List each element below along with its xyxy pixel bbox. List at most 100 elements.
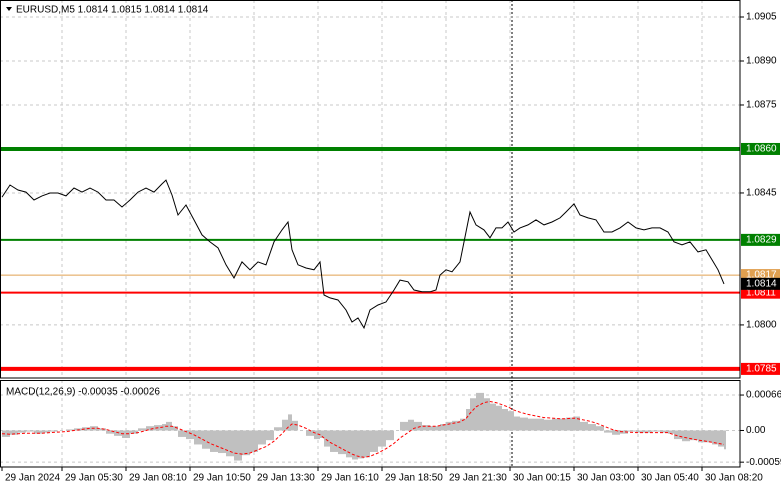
x-tick-label: 30 Jan 03:00 — [577, 473, 635, 484]
histogram-bar — [490, 403, 496, 431]
histogram-bar — [560, 418, 566, 431]
histogram-bar — [712, 430, 718, 445]
x-tick-label: 30 Jan 08:20 — [705, 473, 763, 484]
histogram-bar — [698, 430, 706, 443]
histogram-bar — [98, 428, 106, 431]
histogram-bar — [234, 430, 242, 461]
level-label-bg — [741, 362, 780, 375]
histogram-bar — [528, 418, 536, 431]
histogram-bar — [178, 430, 186, 437]
y-tick-label: 1.0875 — [746, 100, 777, 111]
histogram-bar — [484, 398, 490, 431]
histogram-bar — [324, 430, 330, 447]
x-tick-label: 30 Jan 00:15 — [513, 473, 571, 484]
x-tick-label: 30 Jan 05:40 — [641, 473, 699, 484]
y-tick-label: 0.00 — [746, 425, 766, 436]
panel-frame — [0, 380, 741, 468]
histogram-bar — [628, 430, 636, 432]
histogram-bar — [218, 430, 226, 454]
histogram-bar — [668, 430, 674, 434]
y-tick-label: 1.0905 — [746, 12, 777, 23]
histogram-bar — [162, 424, 166, 431]
histogram-bar — [186, 430, 194, 440]
x-tick-label: 29 Jan 16:10 — [321, 473, 379, 484]
histogram-bar — [496, 405, 502, 431]
histogram-bar — [172, 426, 178, 431]
histogram-bar — [34, 430, 42, 434]
histogram-bar — [242, 430, 250, 456]
histogram-bar — [604, 430, 612, 433]
level-label-bg — [741, 233, 780, 246]
histogram-bar — [430, 426, 436, 431]
histogram-bar — [652, 430, 660, 432]
x-tick-label: 29 Jan 10:50 — [193, 473, 251, 484]
histogram-bar — [288, 414, 292, 431]
histogram-bar — [266, 430, 274, 441]
histogram-bar — [130, 430, 138, 434]
histogram-bar — [724, 430, 726, 450]
histogram-bar — [250, 430, 258, 452]
histogram-bar — [508, 411, 514, 431]
histogram-bar — [66, 429, 74, 431]
histogram-bar — [210, 430, 218, 452]
level-label-bg — [741, 142, 780, 155]
histogram-bar — [42, 430, 50, 433]
histogram-bar — [292, 420, 298, 431]
level-label: 1.0829 — [746, 235, 777, 246]
histogram-bar — [436, 426, 440, 431]
histogram-bar — [566, 417, 574, 431]
level-label: 1.0817 — [746, 270, 777, 281]
histogram-bar — [612, 430, 620, 435]
histogram-bar — [660, 430, 668, 433]
histogram-bar — [690, 430, 698, 441]
histogram-bar — [502, 409, 508, 431]
histogram-bar — [636, 430, 644, 433]
level-label: 1.0860 — [746, 144, 777, 155]
level-label: 1.0785 — [746, 364, 777, 375]
signal-line — [1, 400, 725, 458]
histogram-bar — [202, 430, 210, 449]
menu-arrow — [6, 7, 12, 11]
level-label: 1.0811 — [746, 287, 776, 298]
histogram-bar — [544, 419, 552, 431]
histogram-bar — [106, 430, 114, 434]
histogram-bar — [314, 430, 320, 440]
last-price-bg — [741, 277, 780, 290]
histogram-bar — [146, 426, 154, 431]
y-tick-label: -0.00059 — [746, 457, 781, 468]
histogram-bar — [138, 428, 146, 431]
histogram-bar — [82, 427, 90, 431]
histogram-bar — [370, 430, 378, 452]
histogram-bar — [674, 430, 682, 440]
indicator-title: MACD(12,26,9) -0.00035 -0.00026 — [6, 387, 160, 398]
y-tick-label: 1.0800 — [746, 320, 777, 331]
histogram-bar — [580, 421, 588, 431]
x-tick-label: 29 Jan 08:10 — [129, 473, 187, 484]
histogram-bar — [358, 430, 364, 459]
histogram-bar — [386, 430, 394, 441]
histogram-bar — [476, 392, 484, 431]
histogram-bar — [10, 430, 18, 435]
histogram-bar — [422, 425, 430, 431]
histogram-bar — [352, 430, 358, 460]
histogram-bar — [50, 430, 58, 432]
histogram-bar — [282, 419, 288, 431]
histogram-bar — [440, 424, 446, 431]
histogram-bar — [18, 430, 26, 433]
histogram-bar — [470, 398, 476, 431]
y-tick-label: 1.0890 — [746, 56, 777, 67]
histogram-bar — [338, 430, 346, 455]
histogram-bar — [682, 430, 690, 442]
histogram-bar — [460, 418, 466, 431]
histogram-bar — [408, 419, 414, 431]
histogram-bar — [446, 421, 452, 431]
last-price-label: 1.0814 — [746, 279, 777, 290]
histogram-bar — [306, 430, 314, 436]
histogram-bar — [122, 430, 130, 438]
x-tick-label: 29 Jan 2024 — [5, 473, 60, 484]
x-tick-label: 29 Jan 21:30 — [449, 473, 507, 484]
x-tick-label: 29 Jan 05:30 — [65, 473, 123, 484]
histogram-bar — [330, 430, 338, 452]
histogram-bar — [520, 417, 528, 431]
